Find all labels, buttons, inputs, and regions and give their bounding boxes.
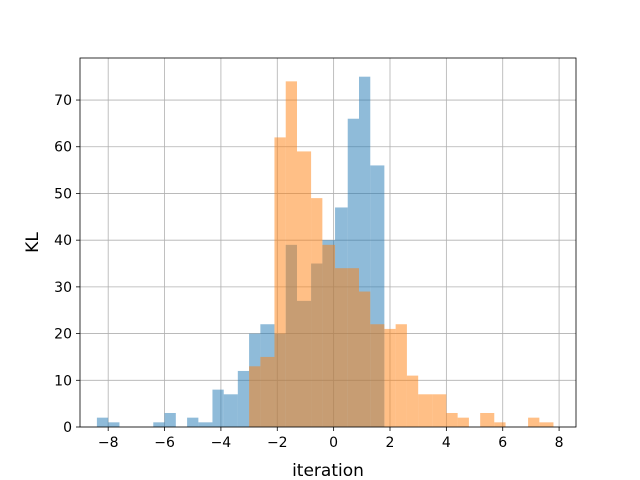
- bar-series1-bin21: [539, 422, 554, 427]
- bar-series1-bin14: [418, 394, 433, 427]
- bar-series0-bin0: [96, 417, 109, 427]
- x-tick-label-3: −2: [267, 435, 288, 451]
- bar-series1-bin17: [457, 417, 469, 427]
- bar-series1-bin18: [480, 412, 495, 427]
- bar-series0-bin8: [237, 370, 250, 427]
- y-tick-label-3: 30: [54, 280, 72, 296]
- x-axis-label: iteration: [292, 461, 364, 480]
- y-tick-label-2: 20: [54, 327, 72, 343]
- x-tick-label-2: −4: [211, 435, 232, 451]
- bar-series1-bin8: [347, 268, 359, 427]
- bar-series1-bin13: [406, 375, 419, 427]
- bar-series0-bin3: [164, 412, 176, 427]
- y-axis-label: KL: [23, 232, 43, 253]
- axes-frame: [79, 57, 577, 428]
- x-tick-label-4: 0: [329, 435, 338, 451]
- bar-series1-bin10: [370, 324, 385, 427]
- bar-series1-bin7: [335, 268, 348, 427]
- bar-series1-bin2: [274, 137, 286, 427]
- y-tick-label-4: 40: [54, 233, 72, 249]
- x-tick-label-0: −8: [98, 435, 119, 451]
- bar-series0-bin4: [187, 417, 199, 427]
- y-tick-label-6: 60: [54, 140, 72, 156]
- x-tick-label-5: 2: [386, 435, 395, 451]
- bar-series1-bin3: [285, 81, 297, 427]
- bar-series1-bin20: [528, 417, 540, 427]
- x-tick-label-1: −6: [154, 435, 175, 451]
- bar-series0-bin18: [359, 76, 371, 428]
- y-tick-label-1: 10: [54, 373, 72, 389]
- bar-series0-bin2: [153, 422, 165, 427]
- bar-series0-bin6: [212, 389, 224, 427]
- x-tick-label-6: 4: [442, 435, 451, 451]
- bar-series1-bin16: [446, 412, 458, 427]
- bar-series0-bin7: [223, 394, 238, 427]
- bar-series1-bin11: [384, 328, 396, 427]
- histogram-bars: [96, 76, 554, 428]
- axis-ticks: −8 −6 −4 −2 0 2 4 6 8 0 10 20 30 40 50 60 70: [54, 93, 563, 451]
- bar-series1-bin0: [249, 366, 261, 427]
- bar-series1-bin9: [359, 291, 371, 427]
- y-tick-label-7: 70: [54, 93, 72, 109]
- bar-series1-bin4: [297, 151, 312, 427]
- bar-series0-bin5: [198, 422, 213, 427]
- bar-series1-bin15: [432, 394, 447, 427]
- y-tick-label-0: 0: [63, 420, 72, 436]
- bar-series1-bin19: [494, 422, 506, 427]
- bar-series1-bin12: [395, 324, 407, 427]
- bar-series1-bin1: [260, 356, 275, 427]
- bar-series1-bin6: [322, 244, 336, 427]
- bar-series0-bin1: [108, 422, 120, 427]
- bar-series1-bin5: [311, 198, 323, 427]
- x-tick-label-8: 8: [555, 435, 564, 451]
- x-tick-label-7: 6: [498, 435, 507, 451]
- y-tick-label-5: 50: [54, 186, 72, 202]
